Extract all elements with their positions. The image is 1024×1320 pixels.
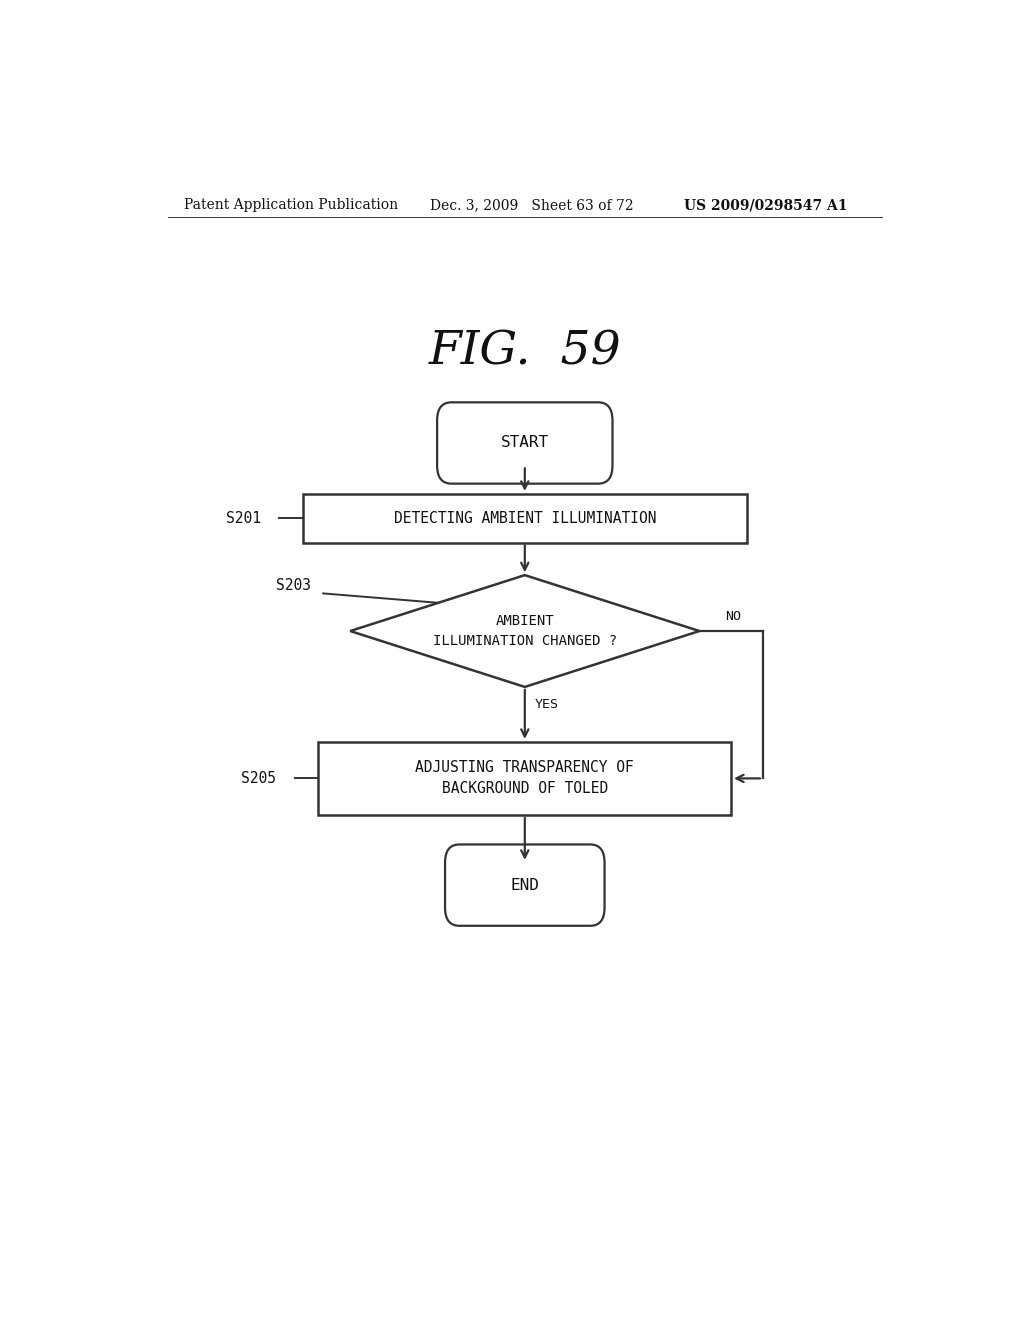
Text: Dec. 3, 2009   Sheet 63 of 72: Dec. 3, 2009 Sheet 63 of 72: [430, 198, 633, 213]
Bar: [303, 494, 748, 543]
Text: NO: NO: [725, 610, 740, 623]
Text: US 2009/0298547 A1: US 2009/0298547 A1: [684, 198, 847, 213]
Text: S201: S201: [225, 511, 260, 525]
FancyBboxPatch shape: [437, 403, 612, 483]
Text: Patent Application Publication: Patent Application Publication: [183, 198, 397, 213]
Text: FIG.  59: FIG. 59: [428, 329, 622, 374]
Text: S203: S203: [275, 578, 310, 593]
Text: START: START: [501, 436, 549, 450]
Bar: [318, 742, 731, 814]
Text: END: END: [510, 878, 540, 892]
Text: YES: YES: [535, 698, 559, 710]
Text: S205: S205: [242, 771, 276, 785]
Polygon shape: [350, 576, 699, 686]
Text: ADJUSTING TRANSPARENCY OF
BACKGROUND OF TOLED: ADJUSTING TRANSPARENCY OF BACKGROUND OF …: [416, 760, 634, 796]
Text: AMBIENT
ILLUMINATION CHANGED ?: AMBIENT ILLUMINATION CHANGED ?: [433, 614, 616, 648]
FancyBboxPatch shape: [445, 845, 604, 925]
Text: DETECTING AMBIENT ILLUMINATION: DETECTING AMBIENT ILLUMINATION: [393, 511, 656, 525]
